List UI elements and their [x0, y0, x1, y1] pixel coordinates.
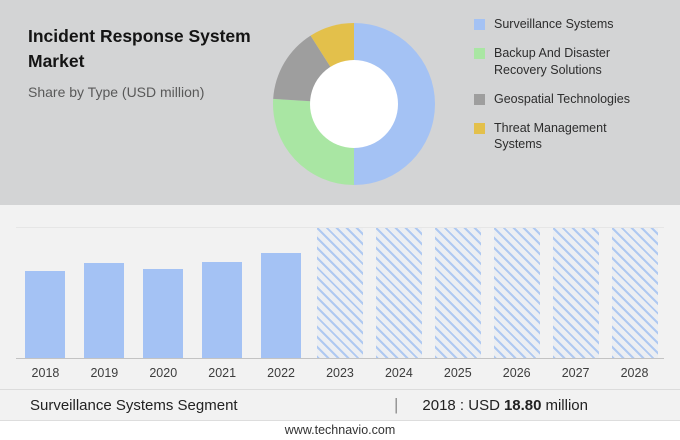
- legend-label: Threat Management Systems: [494, 121, 607, 152]
- page-title: Incident Response System Market: [28, 26, 251, 72]
- legend-label: Backup And Disaster Recovery Solutions: [494, 46, 611, 77]
- x-axis-tick: 2018: [31, 366, 60, 380]
- legend-swatch-icon: [474, 19, 485, 30]
- bar-chart: 2018 2019 2020 2021 2022 2023 2024 2025 2026 2027…: [0, 205, 680, 389]
- bar-plot-area: [16, 227, 664, 359]
- bar-column: [428, 228, 487, 358]
- x-axis-tick: 2024: [384, 366, 413, 380]
- bar-column: [311, 228, 370, 358]
- x-axis-labels: 2018 2019 2020 2021 2022 2023 2024 2025 2026 2027…: [16, 359, 664, 389]
- value-bar: [25, 271, 66, 358]
- legend-swatch-icon: [474, 48, 485, 60]
- value-bar: [261, 253, 302, 358]
- x-axis-tick: 2021: [208, 366, 237, 380]
- segment-value-suffix: million: [545, 396, 588, 414]
- bar-column: [252, 228, 311, 358]
- bar-column: [487, 228, 546, 358]
- legend-item: Threat Management Systems: [474, 120, 668, 153]
- donut-chart-svg: [272, 23, 435, 185]
- bar-chart-panel: 2018 2019 2020 2021 2022 2023 2024 2025 2026 2027…: [0, 205, 680, 440]
- legend-label: Surveillance Systems: [494, 17, 614, 31]
- donut-hole: [310, 60, 398, 148]
- legend-item: Surveillance Systems: [474, 16, 668, 32]
- bar-column: [75, 228, 134, 358]
- header-panel: Incident Response System Market Share by…: [0, 0, 680, 205]
- website-bar: www.technavio.com: [0, 420, 680, 440]
- forecast-hatched-column: [434, 228, 481, 358]
- divider-pipe: |: [393, 395, 399, 414]
- value-bar: [84, 263, 125, 358]
- x-axis-tick: 2027: [561, 366, 590, 380]
- legend-swatch-icon: [474, 123, 485, 134]
- legend-swatch-icon: [474, 93, 485, 105]
- segment-value: 2018 : USD 18.80 million: [422, 397, 588, 414]
- legend-label: Geospatial Technologies: [494, 91, 630, 106]
- forecast-hatched-column: [375, 228, 422, 358]
- segment-value-prefix: 2018 : USD: [422, 396, 500, 414]
- x-axis-tick: 2020: [149, 366, 178, 380]
- forecast-hatched-column: [493, 228, 540, 358]
- bar-column: [369, 228, 428, 358]
- website-link[interactable]: www.technavio.com: [284, 423, 396, 437]
- bar-column: [193, 228, 252, 358]
- x-axis-tick: 2019: [90, 366, 119, 380]
- x-axis-tick: 2023: [326, 366, 354, 380]
- chart-legend: Surveillance Systems Backup And Disaster …: [456, 0, 680, 205]
- x-axis-tick: 2022: [267, 366, 295, 380]
- title-block: Incident Response System Market Share by…: [0, 0, 268, 205]
- bar-column: [605, 228, 664, 358]
- legend-item: Backup And Disaster Recovery Solutions: [474, 45, 668, 78]
- value-bar: [143, 269, 184, 358]
- donut-chart: [268, 0, 456, 205]
- bar-column: [16, 228, 75, 358]
- value-bar: [202, 262, 243, 358]
- x-axis-tick: 2026: [502, 366, 531, 380]
- bar-column: [546, 228, 605, 358]
- forecast-hatched-column: [611, 228, 658, 358]
- segment-label: Surveillance Systems Segment: [30, 396, 238, 414]
- bar-column: [134, 228, 193, 358]
- segment-value-number: 18.80: [503, 396, 542, 414]
- x-axis-tick: 2028: [620, 366, 649, 380]
- forecast-hatched-column: [552, 228, 599, 358]
- x-axis-tick: 2025: [443, 366, 472, 380]
- page-subtitle: Share by Type (USD million): [28, 83, 205, 100]
- legend-item: Geospatial Technologies: [474, 91, 668, 107]
- segment-summary-bar: Surveillance Systems Segment | 2018 : US…: [0, 389, 680, 420]
- forecast-hatched-column: [316, 228, 363, 358]
